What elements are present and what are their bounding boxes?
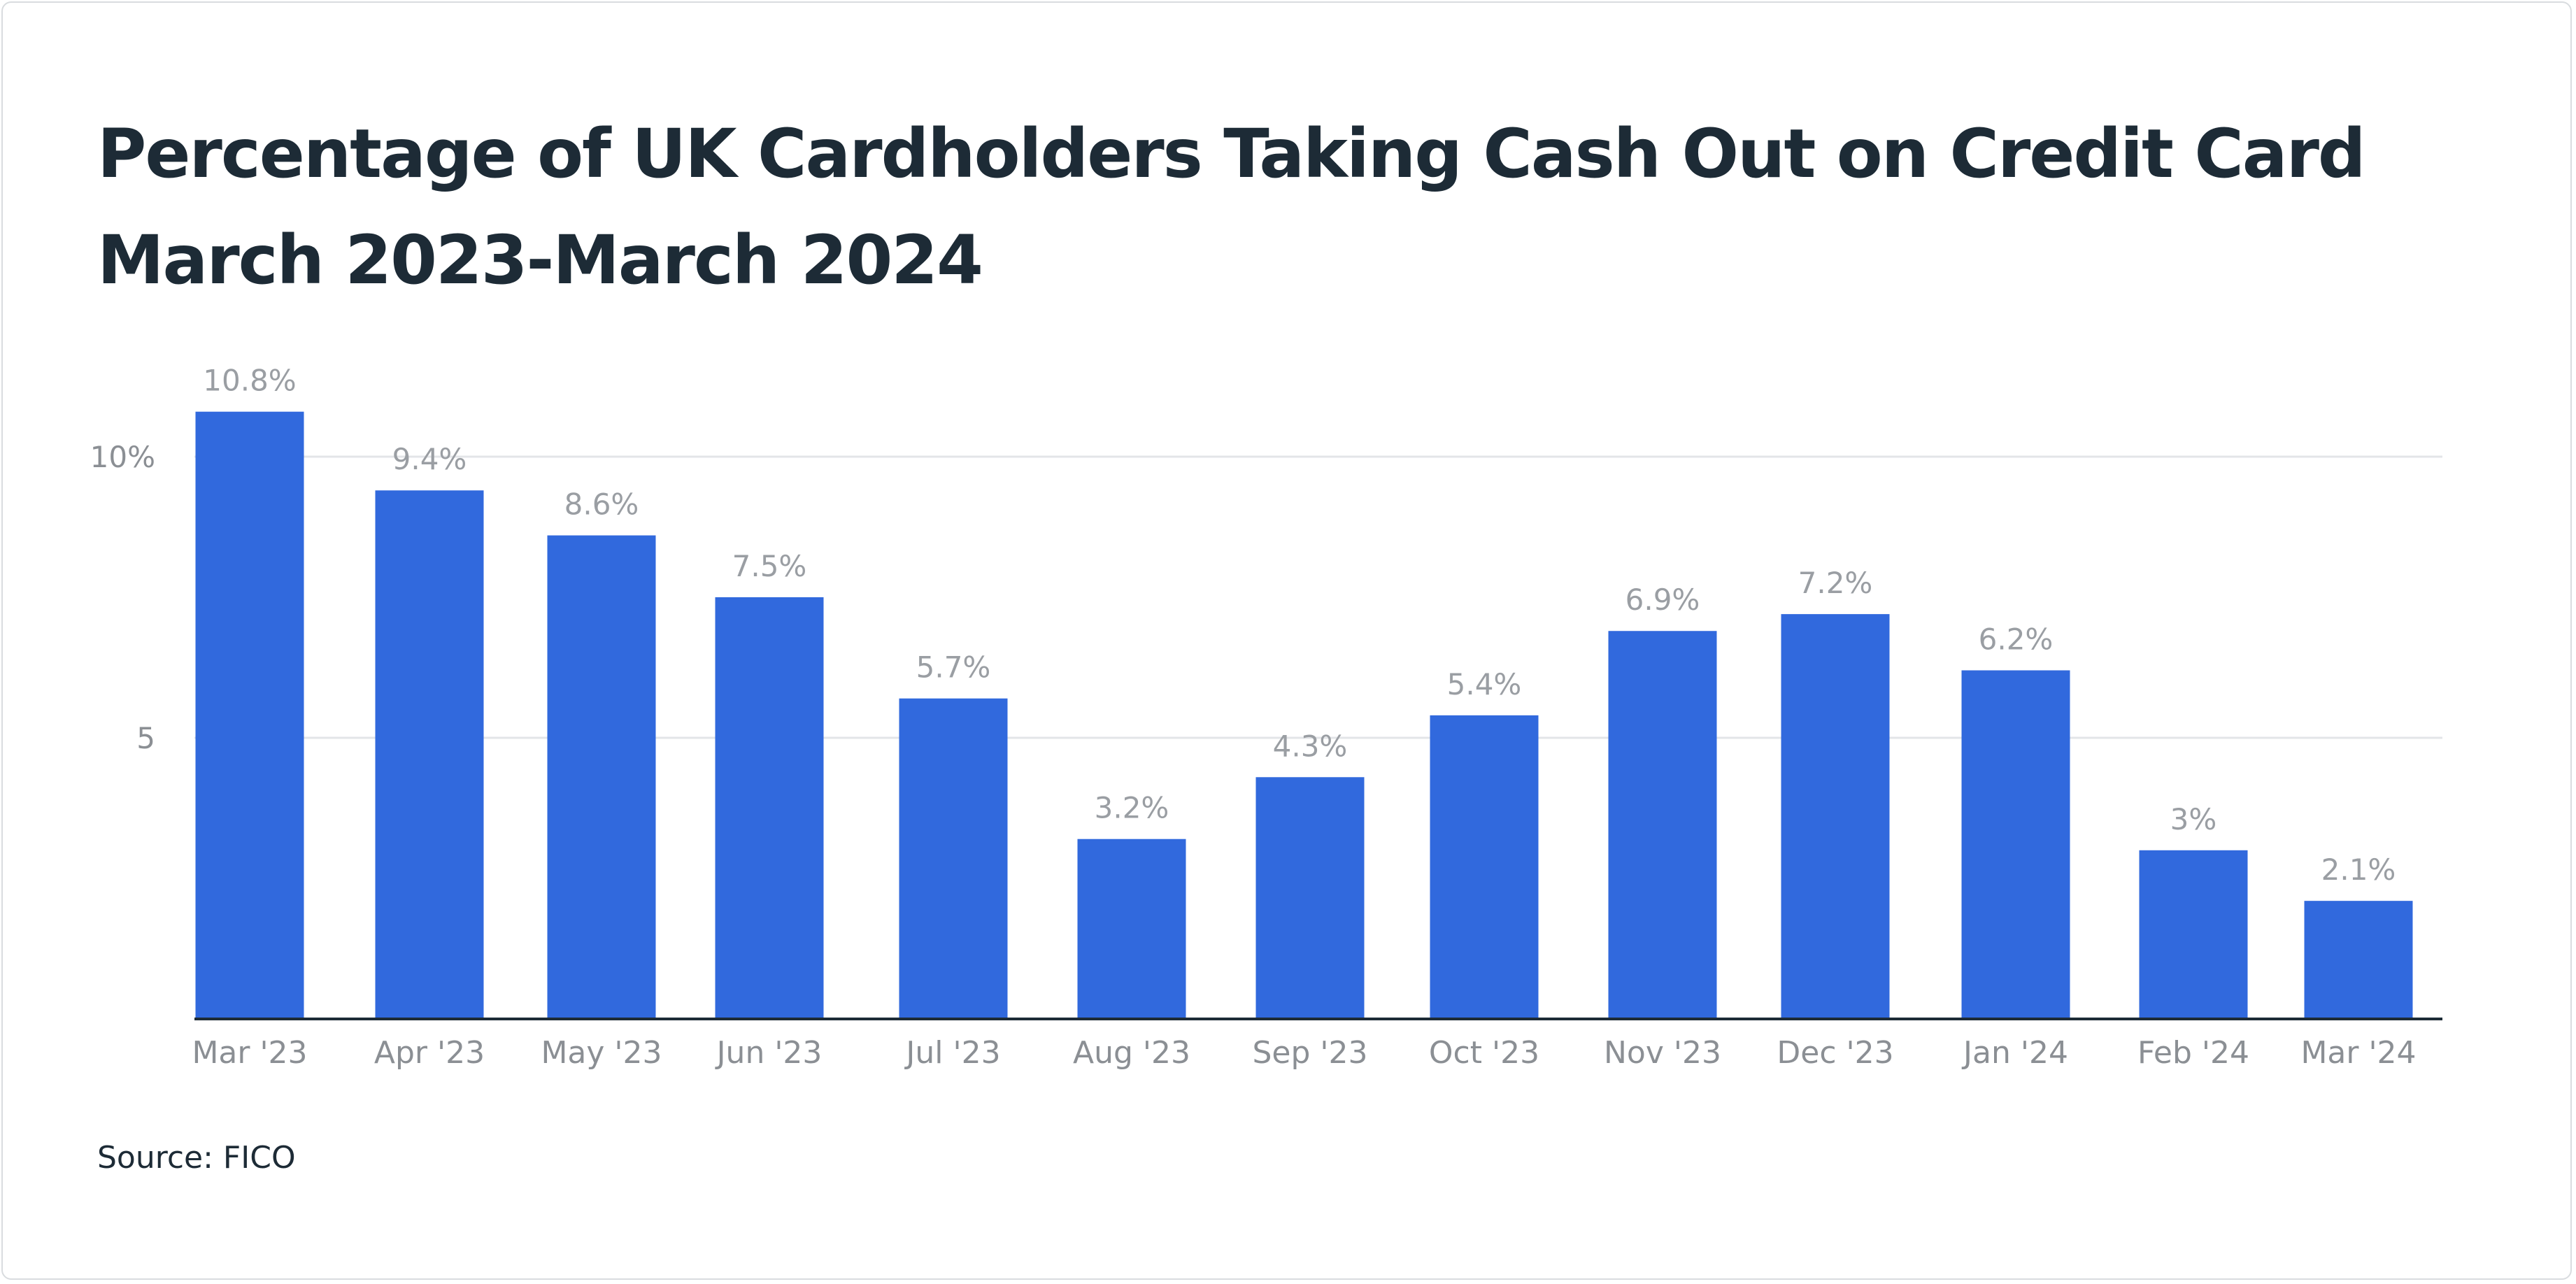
bar: [1430, 715, 1539, 1019]
data-label: 7.5%: [732, 549, 807, 583]
bar: [899, 698, 1008, 1019]
data-label: 10.8%: [203, 364, 296, 398]
source-note: Source: FICO: [97, 1140, 296, 1176]
data-label: 3.2%: [1095, 791, 1169, 825]
bar: [2139, 850, 2248, 1019]
x-tick-label: Jun '23: [715, 1035, 823, 1071]
data-label: 8.6%: [564, 487, 639, 522]
bar: [715, 597, 824, 1019]
data-label: 9.4%: [392, 442, 467, 476]
bar: [1255, 777, 1365, 1019]
chart-subtitle: March 2023-March 2024: [97, 221, 983, 299]
x-tick-label: Jul '23: [904, 1035, 1000, 1071]
data-label: 4.3%: [1273, 729, 1348, 763]
bar: [1961, 670, 2070, 1019]
x-tick-label: Oct '23: [1429, 1035, 1539, 1071]
bar: [195, 411, 304, 1019]
data-label: 6.9%: [1625, 583, 1700, 617]
data-label: 6.2%: [1979, 622, 2054, 657]
bar: [2304, 901, 2413, 1019]
data-label: 7.2%: [1798, 566, 1873, 600]
chart-title: Percentage of UK Cardholders Taking Cash…: [97, 115, 2366, 193]
bar: [1608, 631, 1717, 1019]
x-tick-label: Dec '23: [1777, 1035, 1893, 1071]
x-tick-label: Sep '23: [1253, 1035, 1368, 1071]
bar: [1077, 839, 1186, 1019]
x-tick-label: Feb '24: [2137, 1035, 2249, 1071]
x-tick-label: Jan '24: [1961, 1035, 2068, 1071]
x-tick-label: Apr '23: [374, 1035, 485, 1071]
bar: [375, 490, 484, 1019]
bar: [547, 535, 656, 1019]
x-tick-label: Mar '23: [192, 1035, 307, 1071]
y-tick-label: 10%: [90, 440, 155, 474]
x-tick-label: Mar '24: [2300, 1035, 2416, 1071]
bar: [1781, 614, 1890, 1019]
source-text: Source: FICO: [97, 1140, 296, 1176]
data-label: 5.4%: [1447, 667, 1522, 701]
x-tick-label: Aug '23: [1073, 1035, 1190, 1071]
x-tick-label: Nov '23: [1604, 1035, 1721, 1071]
data-label: 2.1%: [2321, 853, 2396, 887]
y-tick-label: 5: [136, 721, 155, 755]
data-label: 5.7%: [916, 650, 991, 685]
data-label: 3%: [2170, 802, 2217, 836]
x-tick-label: May '23: [541, 1035, 662, 1071]
